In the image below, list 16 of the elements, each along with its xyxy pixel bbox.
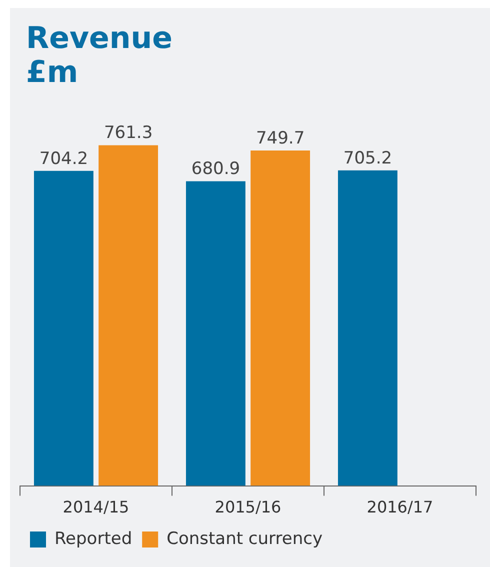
x-tick-label: 2014/15 xyxy=(62,498,130,517)
chart-title: Revenue £m xyxy=(26,21,174,90)
x-tick-label: 2016/17 xyxy=(366,498,434,517)
bar xyxy=(34,170,94,486)
data-label: 704.2 xyxy=(39,148,88,169)
bar xyxy=(338,170,398,486)
data-label: 761.3 xyxy=(104,123,153,144)
data-label: 680.9 xyxy=(191,159,240,180)
bar xyxy=(98,145,158,486)
data-label: 749.7 xyxy=(256,128,305,148)
bar xyxy=(186,181,246,486)
legend-label: Constant currency xyxy=(166,528,323,549)
bar xyxy=(250,150,310,486)
x-tick-label: 2015/16 xyxy=(214,498,282,517)
legend-label: Reported xyxy=(54,528,132,549)
data-label: 705.2 xyxy=(343,148,392,168)
